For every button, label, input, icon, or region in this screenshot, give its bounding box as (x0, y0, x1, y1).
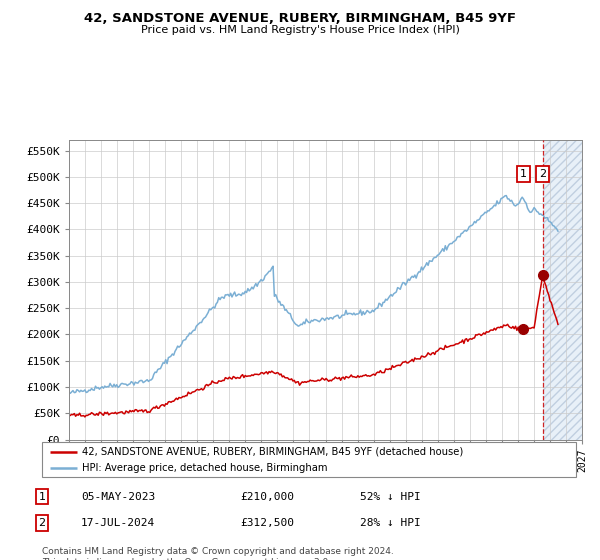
Text: £312,500: £312,500 (240, 518, 294, 528)
FancyBboxPatch shape (42, 442, 576, 477)
Text: Price paid vs. HM Land Registry's House Price Index (HPI): Price paid vs. HM Land Registry's House … (140, 25, 460, 35)
Text: 17-JUL-2024: 17-JUL-2024 (81, 518, 155, 528)
Text: 1: 1 (38, 492, 46, 502)
Text: £210,000: £210,000 (240, 492, 294, 502)
Bar (543, 140, 582, 440)
Text: 52% ↓ HPI: 52% ↓ HPI (360, 492, 421, 502)
Text: 05-MAY-2023: 05-MAY-2023 (81, 492, 155, 502)
Text: 1: 1 (520, 169, 527, 179)
Text: HPI: Average price, detached house, Birmingham: HPI: Average price, detached house, Birm… (82, 464, 328, 473)
Bar (543, 140, 582, 440)
Text: 2: 2 (38, 518, 46, 528)
Text: 28% ↓ HPI: 28% ↓ HPI (360, 518, 421, 528)
Text: Contains HM Land Registry data © Crown copyright and database right 2024.
This d: Contains HM Land Registry data © Crown c… (42, 547, 394, 560)
Text: 42, SANDSTONE AVENUE, RUBERY, BIRMINGHAM, B45 9YF: 42, SANDSTONE AVENUE, RUBERY, BIRMINGHAM… (84, 12, 516, 25)
Text: 2: 2 (539, 169, 546, 179)
Text: 42, SANDSTONE AVENUE, RUBERY, BIRMINGHAM, B45 9YF (detached house): 42, SANDSTONE AVENUE, RUBERY, BIRMINGHAM… (82, 447, 463, 457)
